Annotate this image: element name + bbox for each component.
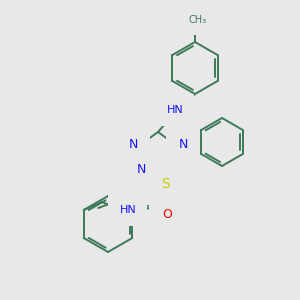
Text: N: N — [128, 138, 138, 151]
Text: N: N — [136, 163, 146, 176]
Text: S: S — [161, 177, 170, 191]
Text: N: N — [178, 138, 188, 151]
Text: O: O — [162, 208, 172, 221]
Text: CH₃: CH₃ — [189, 15, 207, 25]
Text: HN: HN — [119, 205, 136, 215]
Text: HN: HN — [167, 105, 183, 115]
